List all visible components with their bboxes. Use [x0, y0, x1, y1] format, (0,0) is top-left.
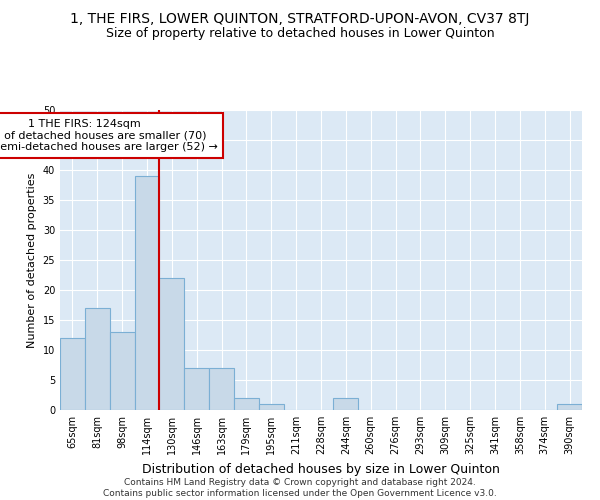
Bar: [334, 398, 358, 410]
X-axis label: Distribution of detached houses by size in Lower Quinton: Distribution of detached houses by size …: [142, 462, 500, 475]
Bar: [209, 368, 234, 410]
Text: Size of property relative to detached houses in Lower Quinton: Size of property relative to detached ho…: [106, 28, 494, 40]
Bar: [85, 308, 110, 410]
Bar: [134, 176, 160, 410]
Y-axis label: Number of detached properties: Number of detached properties: [27, 172, 37, 348]
Text: 1 THE FIRS: 124sqm
← 57% of detached houses are smaller (70)
43% of semi-detache: 1 THE FIRS: 124sqm ← 57% of detached hou…: [0, 119, 218, 152]
Bar: [184, 368, 209, 410]
Bar: [110, 332, 134, 410]
Text: 1, THE FIRS, LOWER QUINTON, STRATFORD-UPON-AVON, CV37 8TJ: 1, THE FIRS, LOWER QUINTON, STRATFORD-UP…: [70, 12, 530, 26]
Bar: [160, 278, 184, 410]
Text: Contains HM Land Registry data © Crown copyright and database right 2024.
Contai: Contains HM Land Registry data © Crown c…: [103, 478, 497, 498]
Bar: [234, 398, 259, 410]
Bar: [259, 404, 284, 410]
Bar: [60, 338, 85, 410]
Bar: [557, 404, 582, 410]
